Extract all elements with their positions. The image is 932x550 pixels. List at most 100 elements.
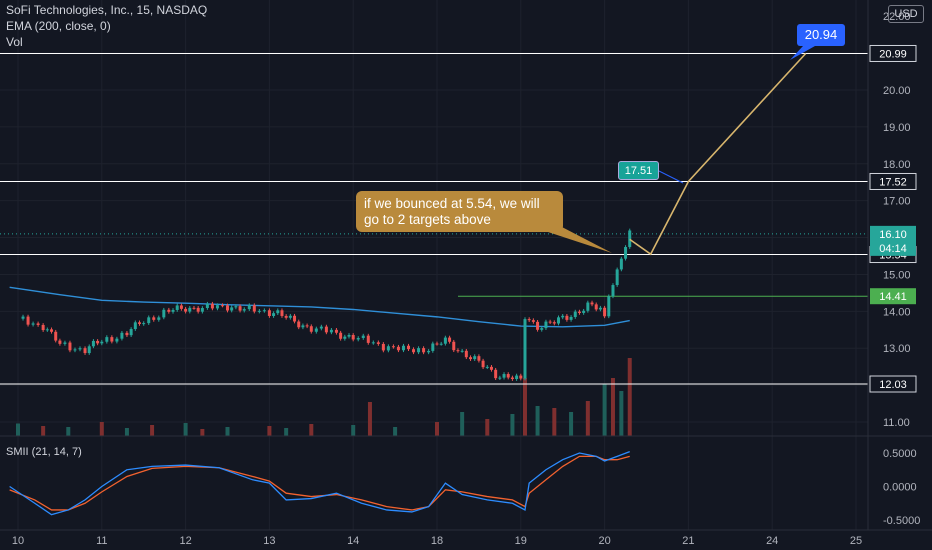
volume-bar — [284, 428, 289, 436]
volume-bar — [460, 412, 465, 436]
projection-path — [629, 52, 807, 256]
candle-body — [515, 375, 519, 380]
volume-bar — [200, 429, 205, 436]
candle-body — [477, 356, 481, 361]
candle-body — [129, 329, 133, 336]
candle-body — [366, 335, 370, 343]
candle-body — [138, 322, 142, 324]
volume-bar — [351, 425, 356, 436]
currency-button[interactable]: USD — [888, 5, 924, 23]
volume-bar — [41, 426, 46, 436]
level-tag — [869, 44, 917, 62]
callout-pointer — [548, 226, 612, 253]
candle-body — [184, 308, 188, 312]
level-tag — [869, 375, 917, 393]
candle-body — [582, 310, 586, 313]
candle-body — [586, 302, 590, 311]
candle-body — [83, 348, 87, 354]
candle-body — [262, 310, 266, 312]
volume-bar — [585, 401, 590, 436]
volume-bar — [267, 426, 272, 436]
smii-legend: SMII (21, 14, 7) — [6, 446, 82, 458]
candle-body — [247, 305, 251, 310]
level-tag-label: 20.99 — [879, 48, 907, 60]
volume-bar — [66, 427, 71, 436]
x-tick-label: 18 — [431, 535, 443, 547]
candle-body — [376, 342, 380, 344]
candle-body — [412, 349, 416, 353]
last-price-tag — [870, 225, 916, 256]
candle-body — [280, 310, 284, 316]
candle-body — [36, 323, 40, 325]
candle-body — [105, 337, 109, 342]
candle-body — [192, 307, 196, 309]
candle-body — [167, 309, 171, 312]
candle-body — [615, 269, 619, 286]
candle-body — [339, 332, 343, 339]
projection-arrow — [548, 46, 815, 256]
candle-body — [31, 323, 35, 325]
candle-body — [531, 320, 535, 322]
candle-body — [536, 321, 540, 330]
volume-bar — [183, 423, 188, 436]
candle-body — [523, 319, 527, 379]
candle-body — [351, 334, 355, 340]
smii-indicator: 0.5000 0.0000 -0.5000 — [9, 448, 920, 527]
candle-body — [561, 315, 565, 318]
horizontal-levels[interactable] — [0, 52, 868, 385]
candle-body — [78, 348, 82, 350]
candle-body — [257, 310, 261, 312]
candle-body — [502, 374, 506, 378]
candle-body — [569, 316, 573, 320]
candle-body — [324, 326, 328, 333]
grid — [0, 0, 868, 530]
candle-body — [386, 346, 390, 351]
target2-tag: 20.94 — [797, 24, 845, 46]
x-tick-label: 12 — [179, 535, 191, 547]
candle-body — [288, 315, 292, 318]
volume-bar — [627, 358, 632, 436]
ema-legend: EMA (200, close, 0) — [6, 19, 111, 33]
volume-bar — [510, 414, 515, 436]
smii-tick-label: 0.5000 — [883, 448, 917, 460]
candle-body — [196, 307, 200, 312]
target1-tag: 17.51 — [618, 161, 659, 180]
candle-body — [347, 334, 351, 337]
volume-bar — [619, 391, 624, 436]
candle-body — [401, 345, 405, 351]
candle-body — [371, 342, 375, 344]
candle-body — [407, 345, 411, 350]
candle-body — [319, 326, 323, 329]
candle-body — [594, 304, 598, 310]
candle-body — [506, 374, 510, 378]
level-tag — [870, 288, 916, 305]
smii-line — [9, 451, 630, 516]
candle-body — [267, 310, 271, 316]
candle-body — [305, 325, 309, 327]
candle-body — [590, 302, 594, 305]
candle-body — [334, 329, 338, 333]
callout-note: if we bounced at 5.54, we will go to 2 t… — [356, 191, 563, 232]
volume-bar — [485, 419, 490, 436]
volume-bar — [124, 428, 129, 436]
candle-body — [448, 337, 452, 342]
x-tick-label: 25 — [850, 535, 862, 547]
level-tag-label: 14.41 — [879, 291, 907, 303]
candle-body — [175, 305, 179, 310]
candle-body — [343, 336, 347, 339]
candle-body — [510, 377, 514, 380]
candle-body — [607, 296, 611, 317]
candle-body — [188, 307, 192, 312]
candle-body — [494, 369, 498, 379]
candle-body — [431, 343, 435, 351]
candle-body — [628, 230, 632, 248]
candle-body — [152, 317, 156, 320]
volume-bar — [522, 378, 527, 436]
candle-body — [396, 346, 400, 351]
candle-body — [284, 315, 288, 318]
candle-body — [498, 377, 502, 379]
candle-body — [21, 316, 25, 319]
